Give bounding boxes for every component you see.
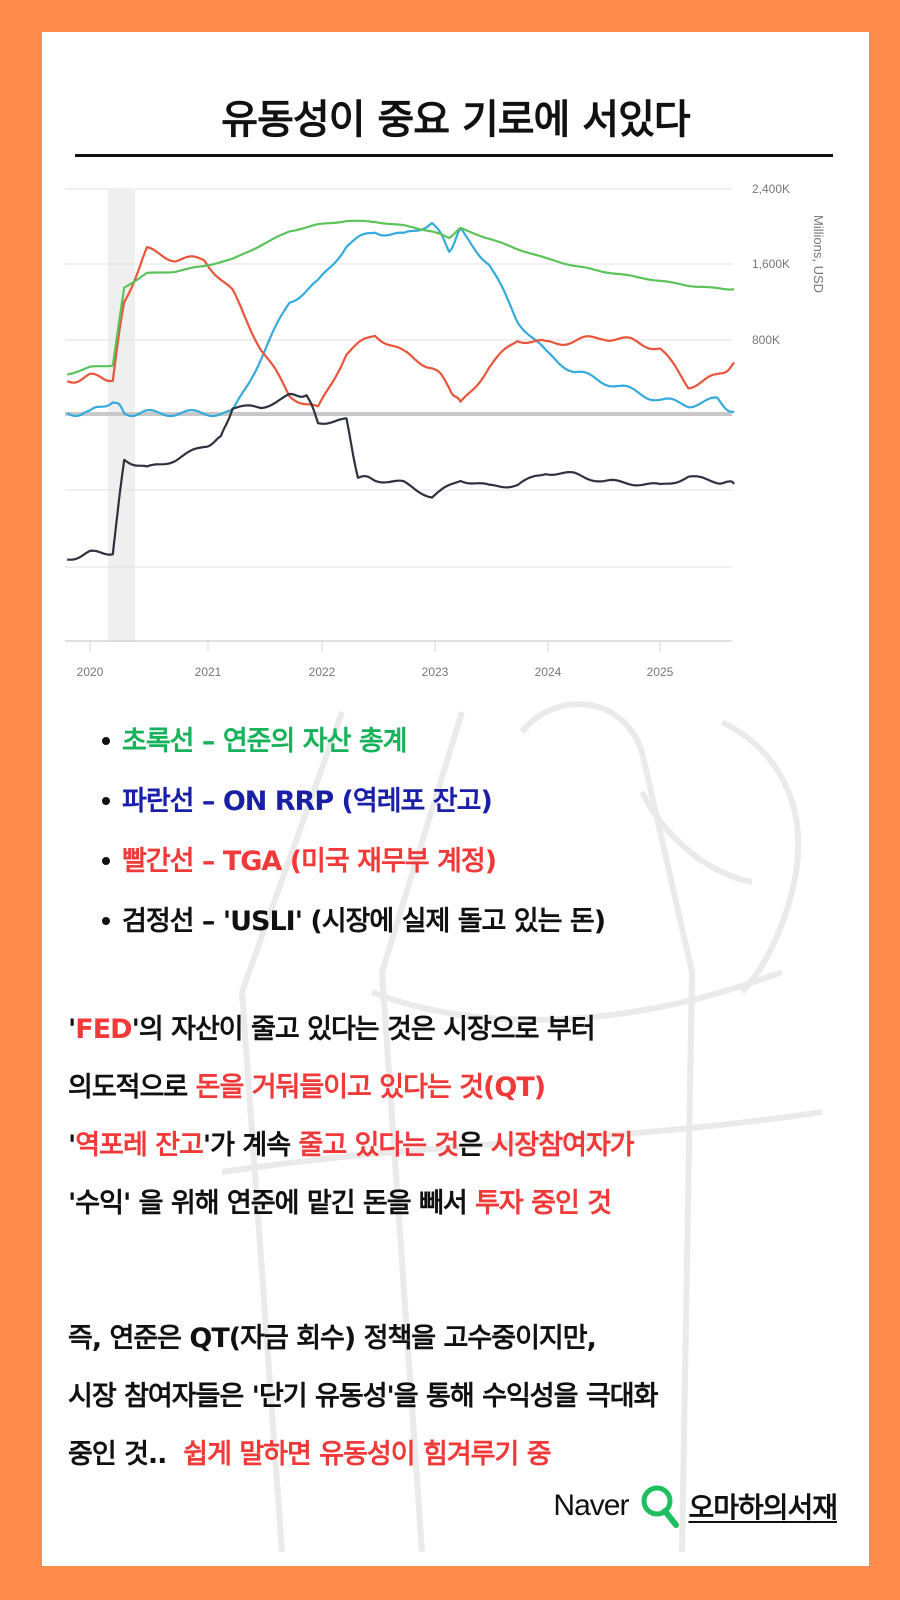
- bullet-icon: [102, 736, 110, 745]
- blog-name-link[interactable]: 오마하의서재: [688, 1491, 838, 1524]
- title-divider: [75, 154, 833, 157]
- legend-item-black: 검정선 – 'USLI' (시장에 실제 돌고 있는 돈): [102, 892, 606, 952]
- naver-label: Naver: [553, 1489, 629, 1522]
- legend-item-blue: 파란선 – ON RRP (역레포 잔고): [102, 772, 605, 832]
- x-tick-2025: 2025: [647, 665, 674, 679]
- x-tick-2020: 2020: [77, 665, 104, 679]
- y-tick-1600k: 1,600K: [752, 257, 790, 271]
- x-tick-2023: 2023: [422, 665, 449, 679]
- bottom-gridlines: [65, 489, 732, 568]
- content-panel: 유동성이 중요 기로에 서있다 2020 2021 2022 2023 2: [42, 32, 869, 1566]
- legend-item-green: 초록선 – 연준의 자산 총계: [102, 712, 605, 772]
- y-axis-label: Millions, USD: [811, 215, 826, 293]
- x-tick-2021: 2021: [195, 665, 222, 679]
- magnifier-icon: [640, 1484, 680, 1528]
- liquidity-chart: 2020 2021 2022 2023 2024 2025 2,400K 1,6…: [65, 182, 826, 679]
- bullet-icon: [102, 796, 110, 805]
- blog-signature: Naver 오마하의서재: [553, 1484, 838, 1528]
- y-tick-2400k: 2,400K: [752, 182, 790, 196]
- legend-item-red: 빨간선 – TGA (미국 재무부 계정): [102, 832, 605, 892]
- background-illustration: [221, 672, 842, 1556]
- bullet-icon: [102, 916, 110, 925]
- x-tick-2024: 2024: [535, 665, 562, 679]
- top-gridlines: [65, 188, 732, 341]
- paragraph2-line2: 시장 참여자들은 '단기 유동성'을 통해 수익성을 극대화: [68, 1381, 658, 1412]
- paragraph1-line2: 의도적으로 돈을 거둬들이고 있다는 것(QT): [68, 1072, 546, 1103]
- bullet-icon: [102, 856, 110, 865]
- paragraph1-line4: '수익' 을 위해 연준에 맡긴 돈을 빼서 투자 중인 것: [68, 1188, 612, 1219]
- y-tick-800k: 800K: [752, 333, 780, 347]
- x-tick-2022: 2022: [309, 665, 336, 679]
- paragraph2-line1: 즉, 연준은 QT(자금 회수) 정책을 고수중이지만,: [68, 1323, 597, 1354]
- paragraph1-line3: '역포레 잔고'가 계속 줄고 있다는 것은 시장참여자가: [68, 1130, 635, 1161]
- series-layer: [66, 219, 735, 561]
- paragraph1-line1: 'FED'의 자산이 줄고 있다는 것은 시장으로 부터: [68, 1014, 596, 1045]
- page-title: 유동성이 중요 기로에 서있다: [221, 97, 690, 143]
- paragraph2-line3: 중인 것.. 쉽게 말하면 유동성이 힘겨루기 중: [68, 1439, 552, 1470]
- legend-list: 초록선 – 연준의 자산 총계 파란선 – ON RRP (역레포 잔고) 빨간…: [102, 712, 606, 952]
- x-ticks: [89, 641, 661, 652]
